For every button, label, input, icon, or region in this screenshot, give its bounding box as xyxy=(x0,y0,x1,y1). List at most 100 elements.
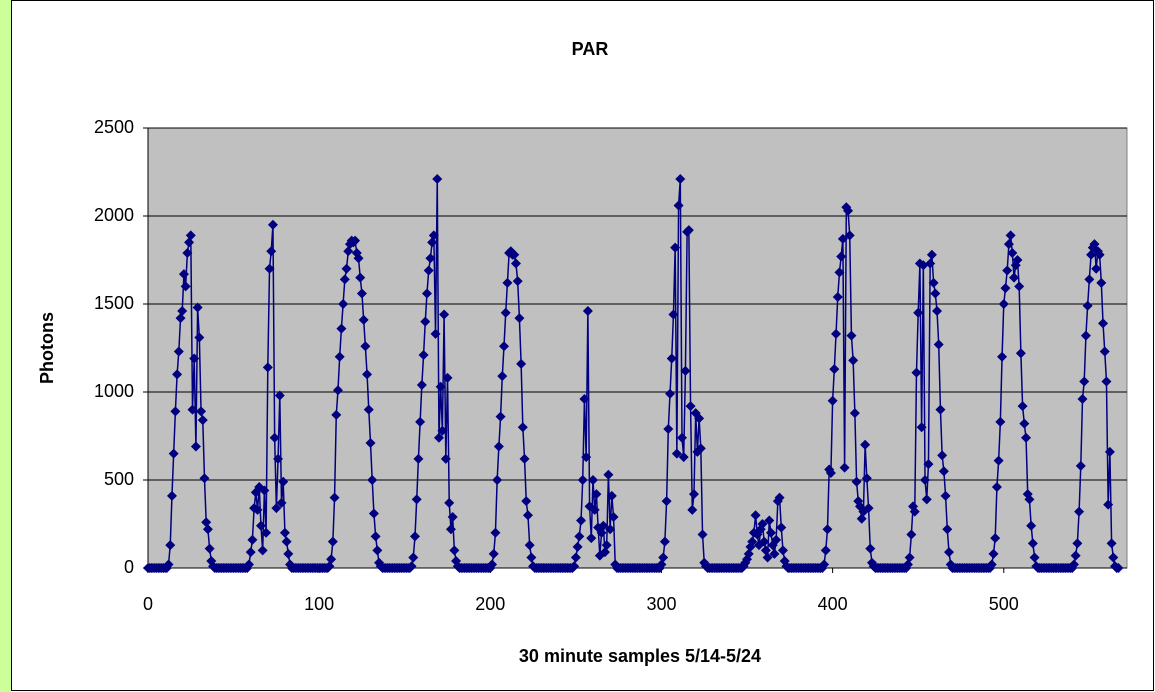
data-point xyxy=(182,247,193,258)
data-point xyxy=(444,497,455,508)
data-point xyxy=(921,494,932,505)
x-tick-label: 400 xyxy=(818,594,848,614)
data-point xyxy=(421,288,432,299)
data-point xyxy=(988,548,999,559)
side-strip xyxy=(0,0,11,692)
data-point xyxy=(1082,300,1093,311)
data-point xyxy=(427,237,438,248)
data-point xyxy=(574,531,585,542)
data-point xyxy=(447,511,458,522)
data-point xyxy=(658,552,669,563)
data-point xyxy=(1019,418,1030,429)
data-point xyxy=(937,450,948,461)
data-point xyxy=(338,299,349,309)
data-point xyxy=(1086,249,1097,260)
data-point xyxy=(432,174,443,185)
data-point xyxy=(591,489,602,500)
data-point xyxy=(522,510,533,521)
data-point xyxy=(173,346,184,357)
data-point xyxy=(757,519,768,529)
data-point xyxy=(1012,255,1023,265)
data-point xyxy=(339,274,350,285)
data-point xyxy=(510,258,521,269)
data-point xyxy=(493,441,504,452)
data-point xyxy=(918,260,929,271)
data-point xyxy=(165,540,176,551)
data-point xyxy=(331,409,342,420)
data-point xyxy=(406,561,417,572)
data-point xyxy=(445,524,456,535)
data-point xyxy=(172,369,183,380)
data-point xyxy=(1077,394,1088,405)
data-point xyxy=(944,547,954,558)
data-point xyxy=(362,369,373,380)
data-point xyxy=(326,554,337,565)
data-point xyxy=(834,267,845,278)
data-point xyxy=(860,439,871,450)
data-point xyxy=(697,529,708,540)
data-point xyxy=(327,536,338,547)
data-point xyxy=(262,362,273,373)
data-point xyxy=(267,219,278,230)
data-point xyxy=(760,545,771,556)
data-point xyxy=(596,527,607,538)
data-point xyxy=(1015,348,1026,359)
data-point xyxy=(370,531,381,542)
y-tick-label: 1000 xyxy=(94,381,134,401)
data-point xyxy=(656,559,667,570)
data-point xyxy=(274,390,285,401)
data-point xyxy=(440,453,451,464)
data-point xyxy=(168,448,179,459)
data-point xyxy=(488,548,499,559)
data-point xyxy=(197,415,208,426)
data-point xyxy=(245,547,256,558)
data-point xyxy=(777,545,788,556)
data-point xyxy=(526,552,537,563)
data-point xyxy=(925,258,936,269)
data-point xyxy=(764,515,775,526)
data-point xyxy=(579,394,590,405)
data-point xyxy=(598,520,609,531)
data-point xyxy=(177,306,188,317)
data-point xyxy=(920,475,931,485)
data-point xyxy=(264,263,275,274)
data-point xyxy=(849,408,860,419)
data-point xyxy=(836,251,847,262)
data-point xyxy=(519,453,530,464)
data-point xyxy=(1014,281,1025,292)
data-point xyxy=(1000,283,1011,294)
data-point xyxy=(1002,265,1013,276)
data-point xyxy=(774,492,785,503)
data-point xyxy=(766,527,776,538)
data-point xyxy=(938,466,949,477)
data-point xyxy=(1094,249,1105,260)
x-tick-label: 200 xyxy=(475,594,505,614)
data-point xyxy=(336,323,347,334)
data-point xyxy=(856,513,867,524)
data-point xyxy=(909,506,920,517)
data-point xyxy=(175,313,186,324)
data-point xyxy=(694,413,705,424)
data-point xyxy=(187,404,198,415)
data-point xyxy=(825,467,836,478)
data-point xyxy=(279,527,290,538)
data-point xyxy=(420,316,431,327)
data-point xyxy=(269,432,280,443)
data-point xyxy=(261,527,272,538)
data-point xyxy=(991,482,1002,493)
data-point xyxy=(355,272,366,283)
data-point xyxy=(1103,499,1114,510)
data-point xyxy=(769,548,780,559)
data-point xyxy=(603,469,614,480)
data-point xyxy=(670,242,681,253)
data-point xyxy=(930,288,941,299)
data-point xyxy=(837,233,848,244)
data-point xyxy=(923,459,934,470)
data-point xyxy=(413,453,424,464)
data-point xyxy=(360,341,371,352)
x-tick-label: 500 xyxy=(989,594,1019,614)
data-point xyxy=(363,404,374,415)
data-point xyxy=(928,277,939,288)
data-point xyxy=(430,328,441,339)
